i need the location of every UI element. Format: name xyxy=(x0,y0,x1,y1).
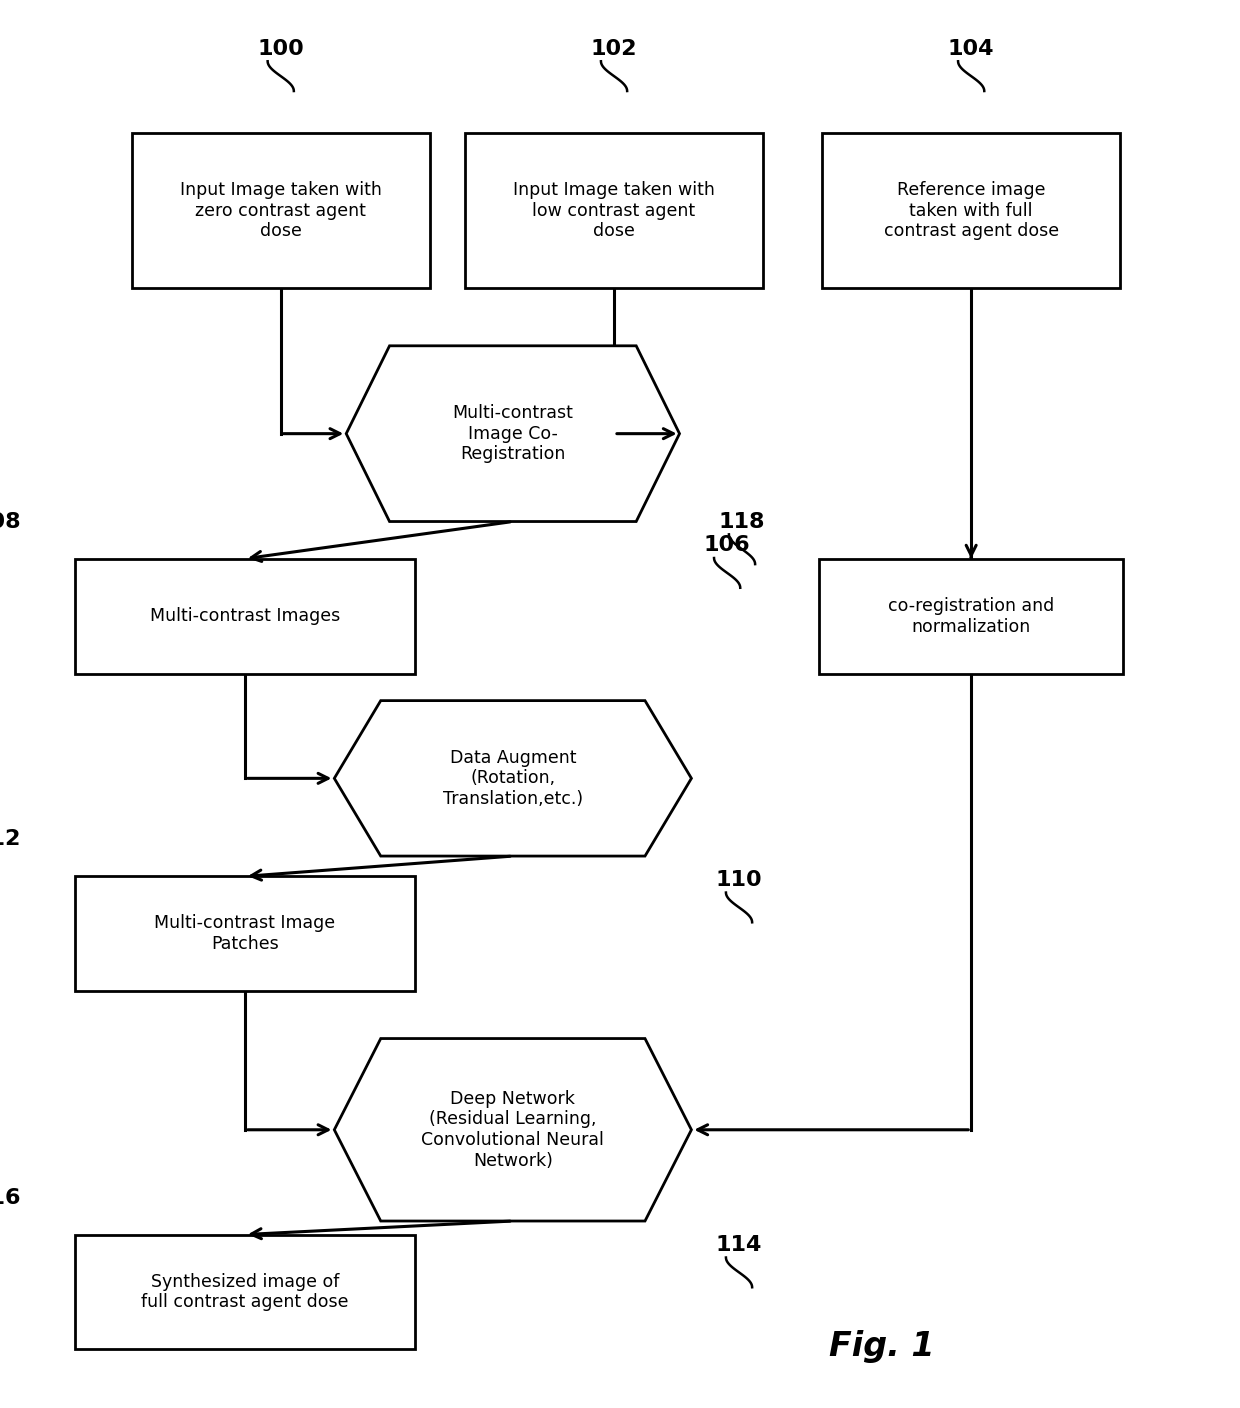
Text: Input Image taken with
zero contrast agent
dose: Input Image taken with zero contrast age… xyxy=(180,180,382,241)
Text: Deep Network
(Residual Learning,
Convolutional Neural
Network): Deep Network (Residual Learning, Convolu… xyxy=(422,1090,604,1170)
Polygon shape xyxy=(346,346,680,521)
Text: 100: 100 xyxy=(258,38,304,59)
Text: Multi-contrast
Image Co-
Registration: Multi-contrast Image Co- Registration xyxy=(453,404,573,463)
FancyBboxPatch shape xyxy=(820,559,1123,673)
Text: Multi-contrast Images: Multi-contrast Images xyxy=(150,607,340,625)
Text: 114: 114 xyxy=(715,1235,763,1255)
Text: 116: 116 xyxy=(0,1187,21,1208)
Text: 108: 108 xyxy=(0,511,21,532)
Text: 118: 118 xyxy=(719,511,765,532)
Polygon shape xyxy=(335,701,692,856)
Text: Data Augment
(Rotation,
Translation,etc.): Data Augment (Rotation, Translation,etc.… xyxy=(443,749,583,808)
Text: Fig. 1: Fig. 1 xyxy=(830,1329,935,1363)
Text: 104: 104 xyxy=(947,38,994,59)
Text: co-registration and
normalization: co-registration and normalization xyxy=(888,597,1054,635)
FancyBboxPatch shape xyxy=(131,132,429,289)
Text: 110: 110 xyxy=(715,870,763,890)
Text: Multi-contrast Image
Patches: Multi-contrast Image Patches xyxy=(155,914,336,953)
Text: 112: 112 xyxy=(0,829,21,849)
FancyBboxPatch shape xyxy=(465,132,763,289)
Text: 102: 102 xyxy=(590,38,637,59)
Text: 106: 106 xyxy=(704,535,750,555)
FancyBboxPatch shape xyxy=(76,876,414,991)
Polygon shape xyxy=(335,1039,692,1221)
FancyBboxPatch shape xyxy=(822,132,1120,289)
Text: Input Image taken with
low contrast agent
dose: Input Image taken with low contrast agen… xyxy=(513,180,715,241)
Text: Reference image
taken with full
contrast agent dose: Reference image taken with full contrast… xyxy=(884,180,1059,241)
FancyBboxPatch shape xyxy=(76,1235,414,1349)
Text: Synthesized image of
full contrast agent dose: Synthesized image of full contrast agent… xyxy=(141,1273,348,1311)
FancyBboxPatch shape xyxy=(76,559,414,673)
